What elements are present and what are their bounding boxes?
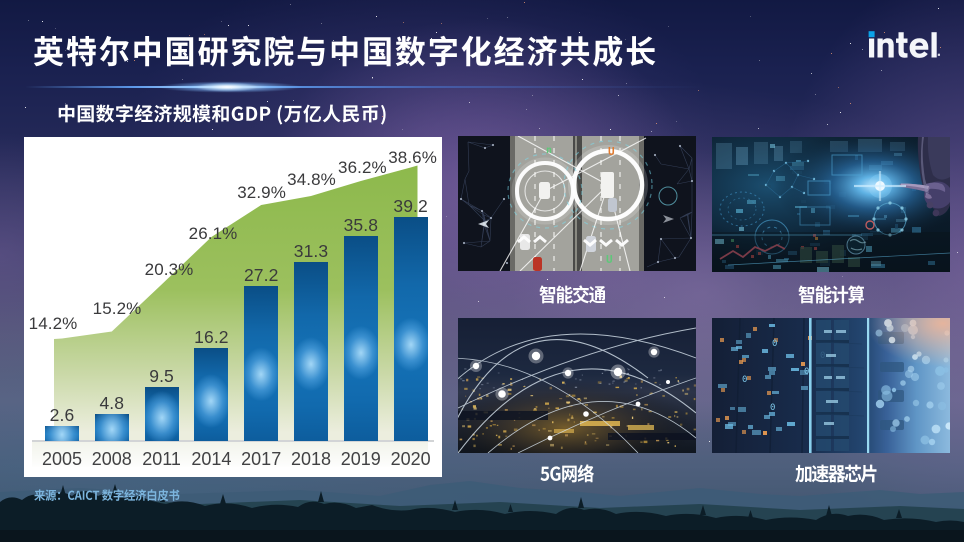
svg-text:n: n: [546, 145, 552, 156]
svg-text:U: U: [606, 253, 613, 266]
svg-text:U: U: [608, 145, 615, 158]
